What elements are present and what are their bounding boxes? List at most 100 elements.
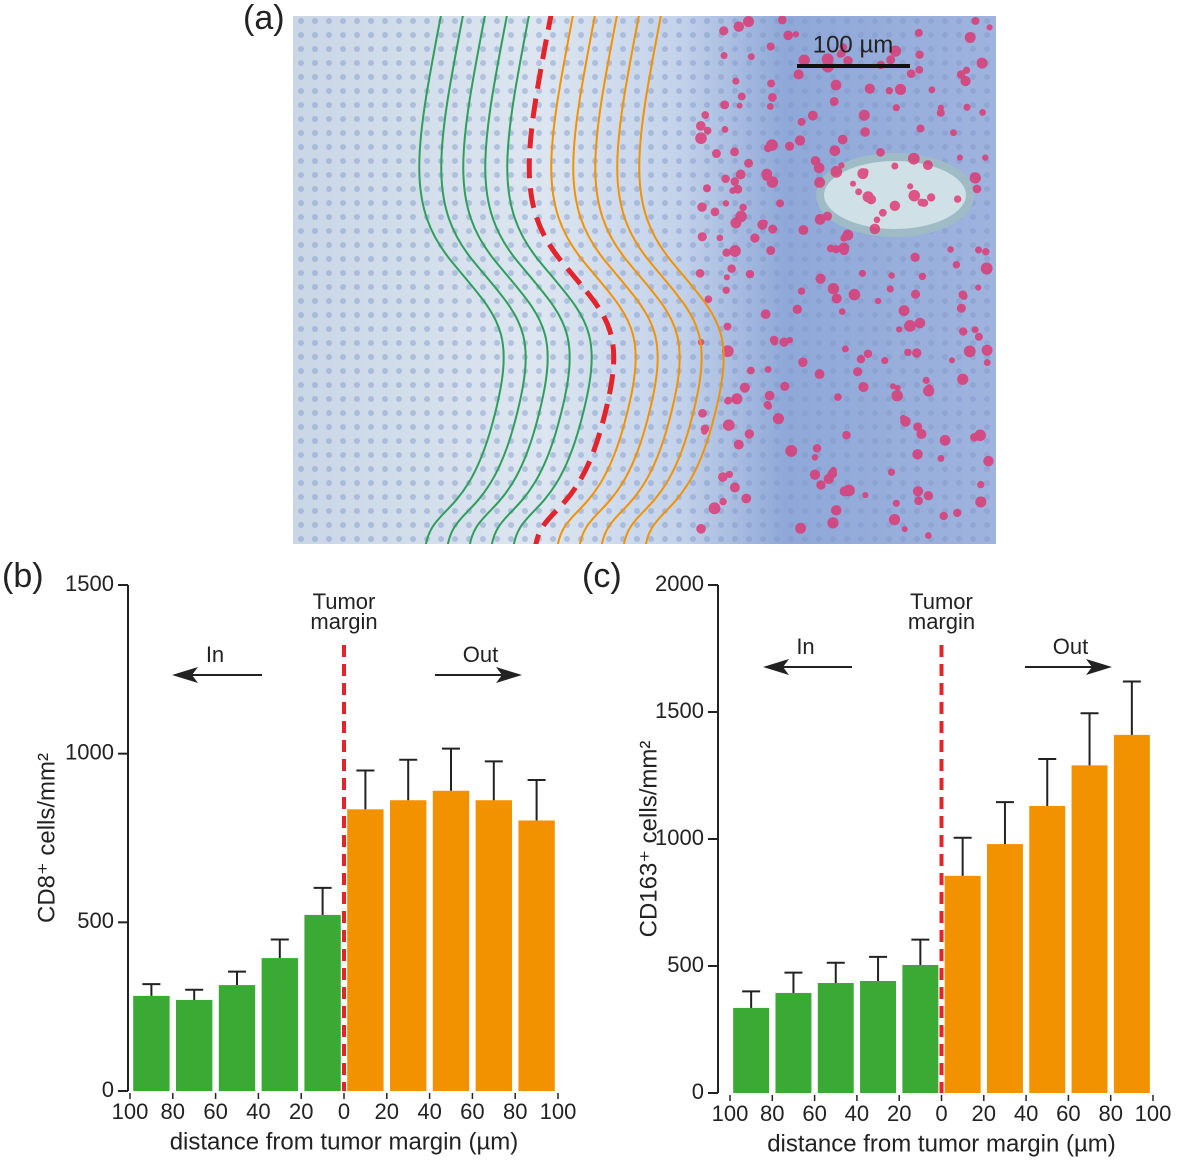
stained-cell	[895, 326, 903, 333]
stained-cell	[704, 295, 713, 303]
stained-cell	[926, 193, 936, 202]
stained-cell	[829, 96, 839, 106]
x-tick-label: 40	[417, 1099, 441, 1124]
stained-cell	[888, 272, 895, 279]
stained-cell	[916, 124, 925, 133]
bar	[518, 820, 555, 1091]
stained-cell	[963, 345, 976, 358]
arrow-head	[172, 667, 198, 683]
stained-cell	[831, 245, 841, 254]
x-axis-label: distance from tumor margin (µm)	[767, 1130, 1116, 1157]
error-bar	[1080, 712, 1099, 766]
stained-cell	[779, 337, 789, 347]
stained-cell	[767, 92, 777, 102]
zone-line-in	[440, 16, 527, 544]
stained-cell	[744, 158, 754, 168]
x-tick-label: 60	[203, 1099, 227, 1124]
stained-cell	[974, 429, 986, 442]
stained-cell	[922, 376, 930, 384]
stained-cell	[960, 292, 968, 300]
stained-cell	[719, 26, 729, 36]
stained-cell	[741, 493, 752, 504]
stained-cell	[735, 210, 747, 223]
stained-cell	[939, 434, 951, 446]
x-axis-label: distance from tumor margin (µm)	[170, 1128, 519, 1155]
stained-cell	[733, 21, 745, 32]
stained-cell	[695, 268, 705, 278]
error-bar	[995, 801, 1014, 845]
stained-cell	[982, 154, 989, 161]
stained-cell	[816, 480, 826, 490]
x-tick-label: 60	[1056, 1101, 1080, 1126]
stained-cell	[827, 282, 840, 295]
stained-cell	[894, 384, 901, 391]
stained-cell	[957, 373, 969, 385]
stained-cell	[976, 57, 988, 69]
bar	[261, 958, 298, 1091]
legend-label: Out	[1053, 634, 1088, 659]
stained-cell	[873, 216, 881, 224]
stained-cell	[914, 317, 926, 329]
zone-line-out	[594, 16, 681, 544]
stained-cell	[766, 103, 774, 110]
y-tick-label: 1000	[65, 739, 114, 764]
stained-cell	[959, 327, 968, 336]
bar	[817, 983, 854, 1093]
stained-cell	[766, 245, 776, 255]
bar	[347, 809, 384, 1091]
stained-cell	[783, 30, 793, 41]
y-tick-label: 500	[77, 908, 114, 933]
stained-cell	[885, 87, 893, 95]
stained-cell	[794, 135, 806, 146]
stained-cell	[916, 428, 927, 439]
stained-cell	[856, 355, 866, 364]
error-bar	[1038, 757, 1057, 806]
stained-cell	[890, 383, 897, 390]
y-tick-label: 1000	[655, 825, 704, 850]
legend-label: Out	[463, 642, 498, 667]
stained-cell	[776, 199, 785, 208]
margin-label: Tumor	[313, 589, 376, 614]
stained-cell	[812, 443, 822, 453]
stained-cell	[848, 288, 861, 301]
stained-cell	[858, 381, 869, 393]
arrow-head	[496, 667, 522, 683]
stained-cell	[830, 466, 837, 474]
stained-cell	[975, 496, 987, 508]
stained-cell	[842, 229, 854, 241]
x-tick-label: 80	[161, 1099, 185, 1124]
stained-cell	[904, 320, 916, 332]
stained-cell	[947, 246, 954, 253]
legend-label: In	[206, 642, 224, 667]
stained-cell	[981, 344, 993, 356]
stained-cell	[764, 390, 775, 401]
x-tick-label: 100	[1135, 1101, 1172, 1126]
stained-cell	[821, 53, 834, 66]
error-bar	[911, 938, 930, 965]
bar	[133, 995, 170, 1091]
stained-cell	[983, 455, 994, 467]
stained-cell	[831, 293, 842, 304]
stained-cell	[980, 262, 993, 275]
stained-cell	[830, 79, 842, 91]
stained-cell	[823, 473, 834, 485]
x-tick-label: 20	[887, 1101, 911, 1126]
stained-cell	[730, 147, 739, 157]
stained-cell	[830, 166, 843, 178]
stained-cell	[792, 31, 800, 38]
stained-cell	[907, 183, 914, 190]
y-tick-label: 1500	[655, 698, 704, 723]
stained-cell	[739, 203, 747, 212]
arrow-head	[763, 659, 789, 675]
stained-cell	[937, 455, 945, 462]
stained-cell	[887, 468, 896, 476]
stained-cell	[971, 326, 979, 334]
error-bar	[142, 983, 161, 996]
bar	[176, 999, 213, 1091]
stained-cell	[953, 195, 962, 203]
stained-cell	[760, 309, 771, 319]
stained-cell	[815, 273, 826, 284]
stained-cell	[969, 172, 981, 184]
stained-cell	[763, 143, 773, 153]
stained-cell	[837, 134, 848, 145]
